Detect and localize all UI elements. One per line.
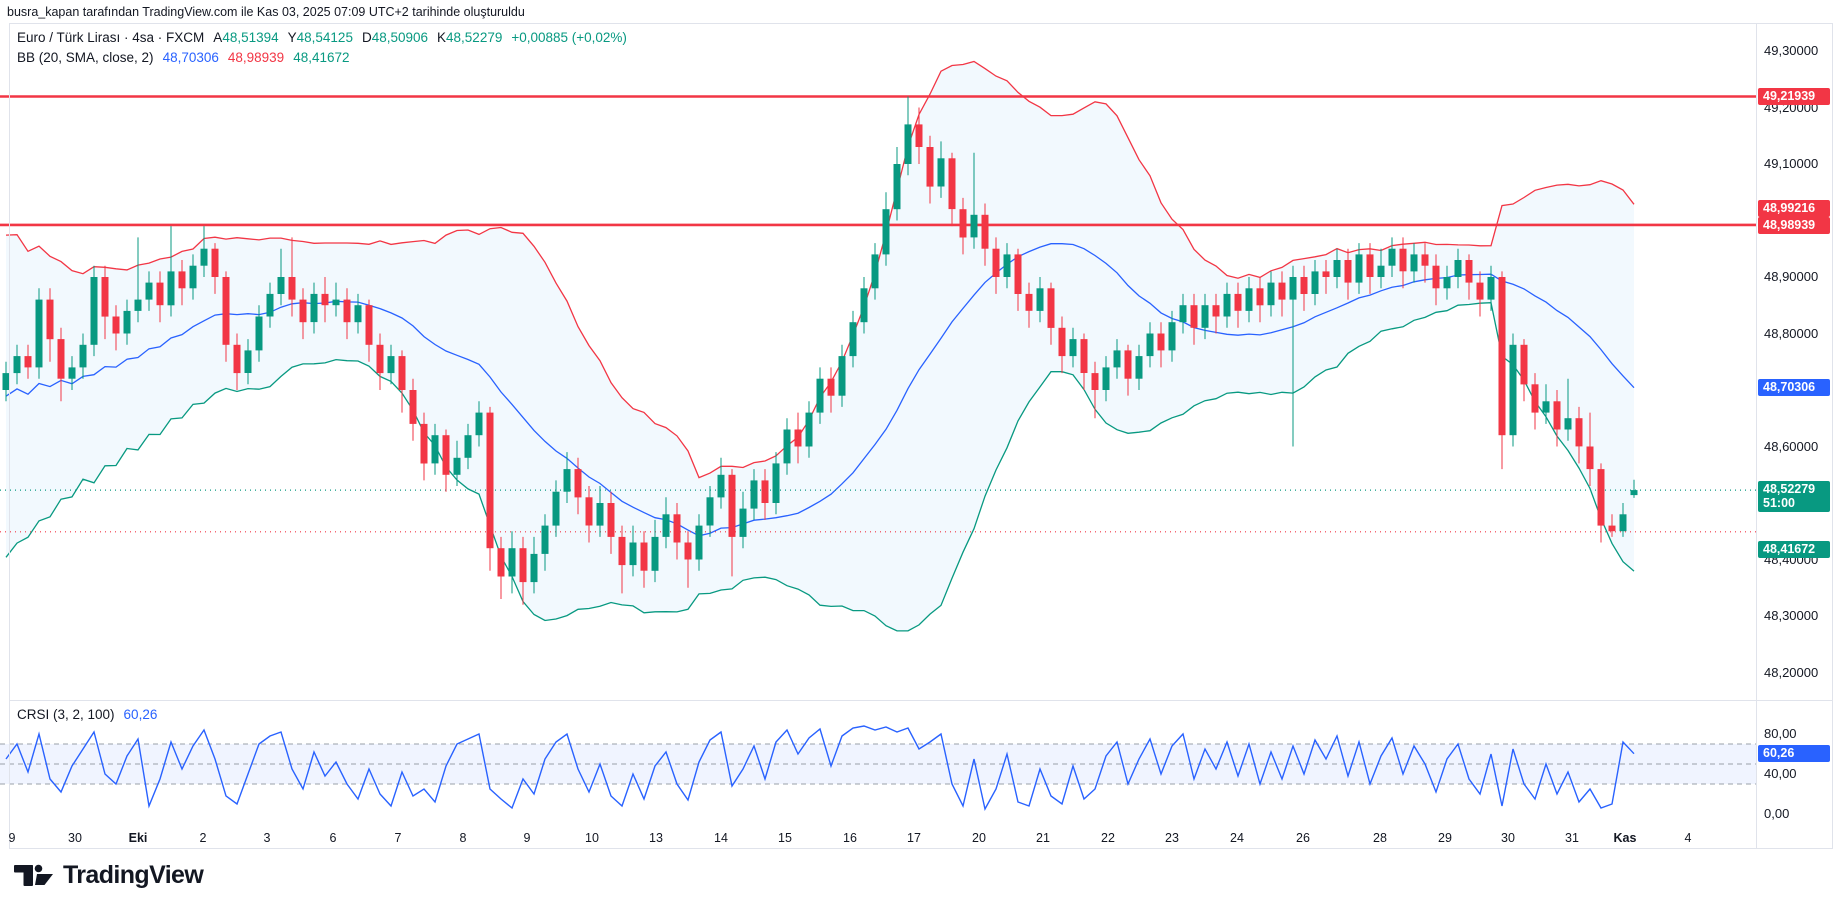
crsi-line <box>5 725 1635 811</box>
bb-basis-value: 48,70306 <box>162 50 219 65</box>
time-axis-label: 15 <box>778 831 792 845</box>
ohlc-high-value: 48,54125 <box>296 30 353 45</box>
price-tick-label: 49,30000 <box>1764 43 1819 58</box>
tradingview-logo-icon <box>14 864 53 886</box>
time-axis-label: 22 <box>1101 831 1115 845</box>
price-axis-badge: 48,99216 <box>1758 200 1830 218</box>
price-axis-badge: 48,70306 <box>1758 379 1830 397</box>
price-axis-badge: 48,41672 <box>1758 541 1830 559</box>
crsi-panel <box>0 725 1756 811</box>
attribution-text: busra_kapan tarafından TradingView.com i… <box>7 5 525 19</box>
bb-lower-line <box>5 302 1635 632</box>
price-tick-label: 48,80000 <box>1764 325 1819 341</box>
bb-lower-value: 48,41672 <box>293 50 350 65</box>
time-axis-label: 21 <box>1036 831 1050 845</box>
time-axis-label: 20 <box>972 831 986 845</box>
time-axis-label: 24 <box>1230 831 1244 845</box>
ohlc-low-key: D <box>361 30 372 45</box>
bb-title: BB (20, SMA, close, 2) <box>17 50 154 65</box>
time-axis-label: 23 <box>1165 831 1179 845</box>
candlesticks <box>2 96 1638 605</box>
price-tick-label: 49,10000 <box>1764 156 1819 171</box>
price-axis-badge: 49,21939 <box>1758 87 1830 105</box>
change-value: +0,00885 (+0,02%) <box>511 30 627 45</box>
time-axis-label: 14 <box>714 831 728 845</box>
crsi-legend: CRSI (3, 2, 100) 60,26 <box>17 707 157 722</box>
chart-frame <box>9 23 1833 849</box>
bb-upper-value: 48,98939 <box>227 50 285 65</box>
badge-countdown: 51:00 <box>1763 496 1795 511</box>
crsi-value: 60,26 <box>123 707 158 722</box>
time-axis-label: 29 <box>1438 831 1452 845</box>
brand-text: TradingView <box>63 860 204 889</box>
time-axis-label: 6 <box>329 831 337 845</box>
time-axis-label: 16 <box>843 831 857 845</box>
time-axis-label: Eki <box>128 831 148 845</box>
time-axis-label: 3 <box>263 831 271 845</box>
bb-legend: BB (20, SMA, close, 2) 48,70306 48,98939 48… <box>17 50 350 65</box>
ohlc-open-key: A <box>213 30 223 45</box>
time-axis-label: 2 <box>199 831 207 845</box>
time-axis-label: 8 <box>459 831 467 845</box>
price-tick-label: 48,90000 <box>1764 269 1819 284</box>
crsi-tick-label: 80,00 <box>1764 726 1797 741</box>
price-levels <box>0 95 1756 533</box>
time-axis-label: 30 <box>68 831 82 845</box>
ohlc-high-key: Y <box>287 30 297 45</box>
crsi-title: CRSI (3, 2, 100) <box>17 707 115 722</box>
price-axis-badge: 48,98939 <box>1758 217 1830 235</box>
time-axis-label: 26 <box>1296 831 1310 845</box>
time-axis-label: 7 <box>394 831 402 845</box>
price-tick-label: 48,20000 <box>1764 664 1819 680</box>
crsi-tick-label: 40,00 <box>1764 766 1797 781</box>
ohlc-close-key: K <box>437 30 447 45</box>
ohlc-open-value: 48,51394 <box>222 30 279 45</box>
ohlc-close-value: 48,52279 <box>446 30 503 45</box>
price-axis-badge: 48,52279 51:00 <box>1758 481 1830 513</box>
time-axis-label: 17 <box>907 831 921 845</box>
time-axis-label: 4 <box>1684 831 1692 845</box>
bollinger-band <box>5 60 1635 632</box>
time-axis-label: Kas <box>1613 831 1637 845</box>
price-tick-label: 48,60000 <box>1764 438 1819 454</box>
price-tick-label: 48,30000 <box>1764 608 1819 623</box>
time-axis-label: 31 <box>1565 831 1579 845</box>
time-axis-label: 9 <box>523 831 531 845</box>
symbol-legend: Euro / Türk Lirası · 4sa · FXCM A48,51394… <box>17 30 627 45</box>
time-axis-label: 30 <box>1501 831 1515 845</box>
symbol-title: Euro / Türk Lirası · 4sa · FXCM <box>17 30 205 45</box>
time-axis-label: 28 <box>1373 831 1387 845</box>
footer-logo[interactable]: TradingView <box>13 858 204 892</box>
time-axis-label: 9 <box>8 831 16 845</box>
ohlc-low-value: 48,50906 <box>371 30 429 45</box>
bb-basis-line <box>5 243 1635 537</box>
crsi-axis-badge: 60,26 <box>1758 744 1830 762</box>
time-axis-label: 10 <box>585 831 599 845</box>
crsi-tick-label: 0,00 <box>1764 806 1790 821</box>
time-axis-label: 13 <box>649 831 663 845</box>
